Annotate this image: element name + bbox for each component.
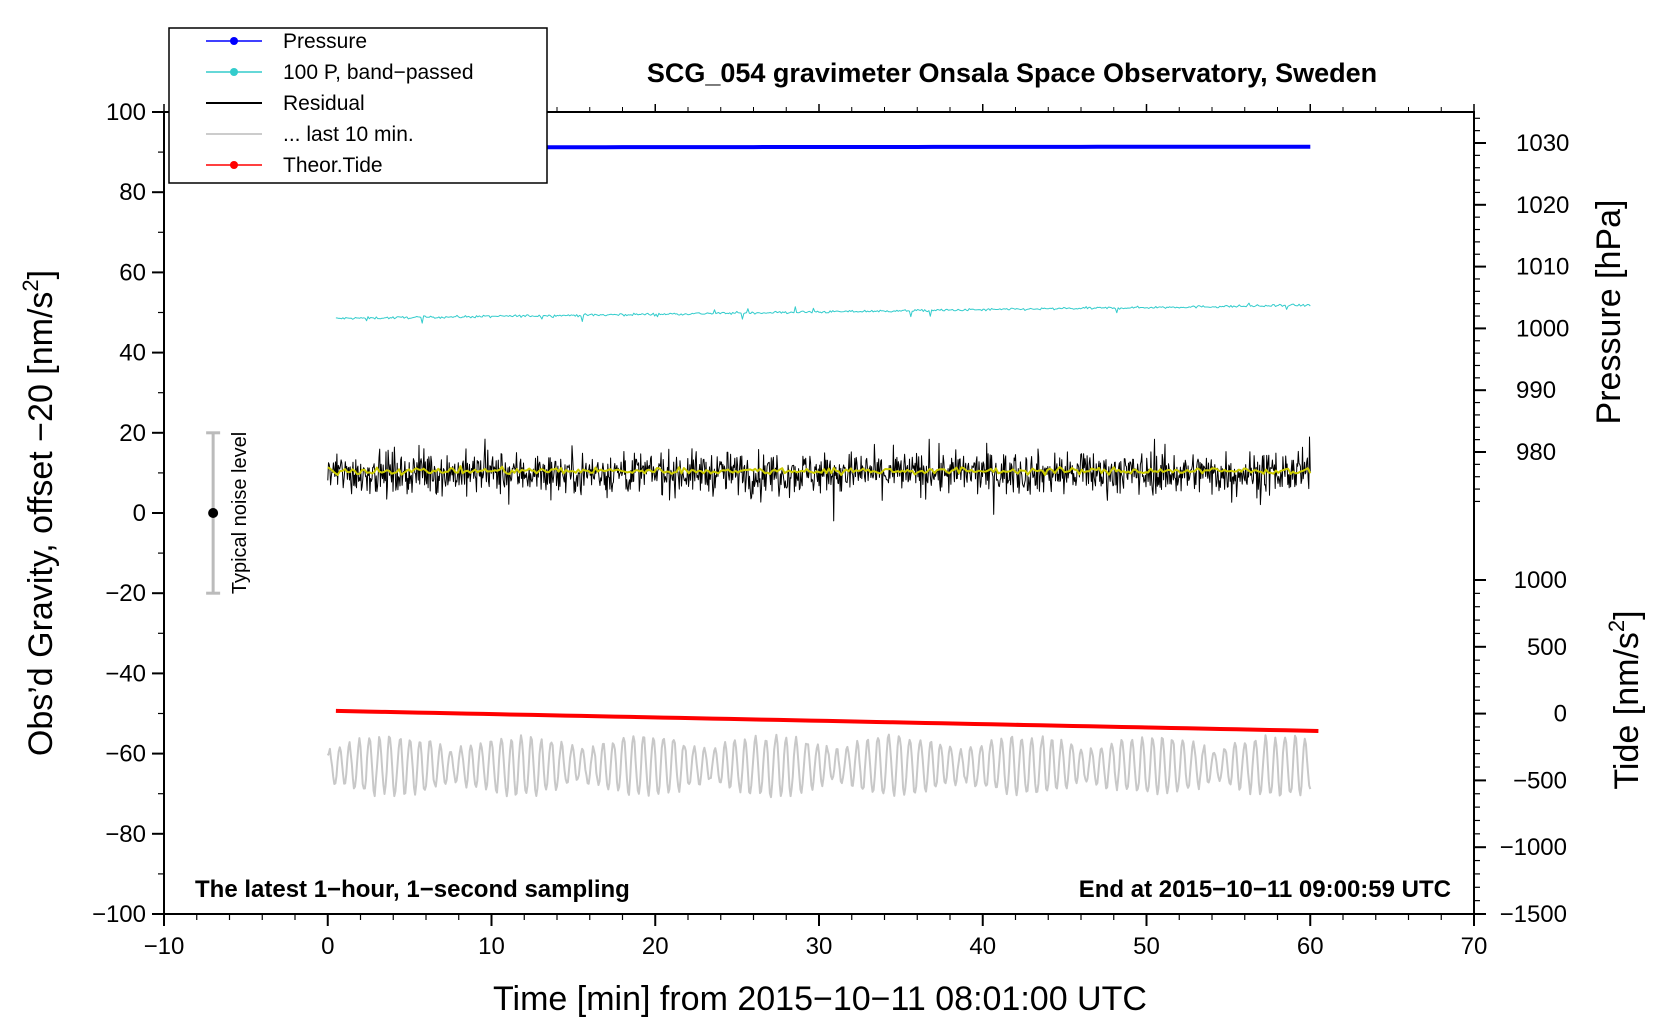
left-axis-title-main: Obs’d Gravity, offset −20 [nm/s [22, 292, 60, 757]
tide-axis-title-sup: 2 [1604, 620, 1629, 632]
tide-tick-label: −1000 [1500, 834, 1567, 861]
series-line-residual [327, 436, 1311, 522]
x-tick-label: 50 [1133, 933, 1160, 960]
pressure-axis-title: Pressure [hPa] [1590, 200, 1628, 425]
left-tick-label: 100 [106, 99, 146, 126]
noise-level-label: Typical noise level [229, 432, 251, 594]
legend-box [168, 27, 548, 184]
tide-tick-label: 0 [1554, 701, 1567, 728]
pressure-tick-label: 1000 [1516, 315, 1569, 342]
left-tick-label: 40 [119, 340, 146, 367]
tide-tick-label: 1000 [1514, 567, 1567, 594]
x-axis-title: Time [min] from 2015−10−11 08:01:00 UTC [493, 980, 1147, 1018]
left-axis-title: Obs’d Gravity, offset −20 [nm/s2] [18, 270, 60, 756]
series-group [326, 144, 1319, 799]
legend-label: Pressure [283, 30, 367, 53]
chart-title: SCG_054 gravimeter Onsala Space Observat… [647, 58, 1377, 88]
series-line-theor-tide [335, 708, 1319, 733]
legend-swatch-marker [230, 161, 238, 169]
left-axis-title-sup: 2 [18, 279, 43, 291]
x-tick-label: −10 [144, 933, 185, 960]
legend-label: Residual [283, 92, 365, 115]
x-tick-label: 30 [806, 933, 833, 960]
x-axis-ticks: −10 0 10 20 30 40 50 60 70 [144, 104, 1488, 960]
legend-label: ... last 10 min. [283, 123, 414, 146]
series-line-residual-smoothed [327, 465, 1312, 476]
x-tick-label: 40 [969, 933, 996, 960]
pressure-tick-label: 1030 [1516, 130, 1569, 157]
left-tick-label: 0 [133, 500, 146, 527]
tide-tick-label: −1500 [1500, 901, 1567, 928]
x-tick-label: 70 [1461, 933, 1488, 960]
left-tick-label: −60 [105, 741, 146, 768]
left-axis-title-end: ] [22, 270, 60, 279]
legend: Pressure 100 P, band−passed Residual ... la… [168, 27, 548, 184]
pressure-axis-ticks: 1030 1020 1010 1000 990 980 [1474, 117, 1569, 503]
noise-level-indicator: Typical noise level [206, 431, 251, 595]
pressure-tick-label: 1020 [1516, 192, 1569, 219]
legend-items: Pressure 100 P, band−passed Residual ... la… [206, 30, 474, 177]
legend-label: 100 P, band−passed [283, 61, 474, 84]
tide-axis-ticks: 1000 500 0 −500 −1000 −1500 [1474, 567, 1567, 928]
noise-bar-center-dot [208, 508, 219, 518]
left-tick-label: 60 [119, 259, 146, 286]
tide-axis-title: Tide [nm/s2] [1604, 610, 1646, 789]
x-tick-label: 0 [321, 933, 334, 960]
x-tick-label: 60 [1297, 933, 1324, 960]
series-line-100-p-band-passed [335, 302, 1311, 324]
annotation-end-time: End at 2015−10−11 09:00:59 UTC [1079, 876, 1451, 903]
legend-swatch-marker [230, 68, 238, 76]
left-tick-label: −20 [105, 580, 146, 607]
legend-label: Theor.Tide [283, 154, 383, 177]
left-tick-label: −100 [92, 901, 146, 928]
series-line--last-10-min- [326, 733, 1312, 799]
x-tick-label: 10 [478, 933, 505, 960]
tide-tick-label: 500 [1527, 634, 1567, 661]
tide-axis-title-main: Tide [nm/s [1608, 632, 1646, 789]
left-axis-ticks: 100 80 60 40 20 0 −20 −40 −60 −80 −100 [92, 99, 164, 928]
tide-axis-title-end: ] [1608, 610, 1646, 619]
annotation-sampling: The latest 1−hour, 1−second sampling [195, 876, 630, 903]
pressure-tick-label: 1010 [1516, 254, 1569, 281]
left-tick-label: 20 [119, 420, 146, 447]
left-tick-label: 80 [119, 179, 146, 206]
tide-tick-label: −500 [1513, 767, 1567, 794]
plot-frame [163, 111, 1475, 915]
left-tick-label: −80 [105, 821, 146, 848]
legend-swatch-marker [230, 37, 238, 45]
pressure-tick-label: 980 [1516, 439, 1556, 466]
pressure-tick-label: 990 [1516, 377, 1556, 404]
x-tick-label: 20 [642, 933, 669, 960]
left-tick-label: −40 [105, 660, 146, 687]
